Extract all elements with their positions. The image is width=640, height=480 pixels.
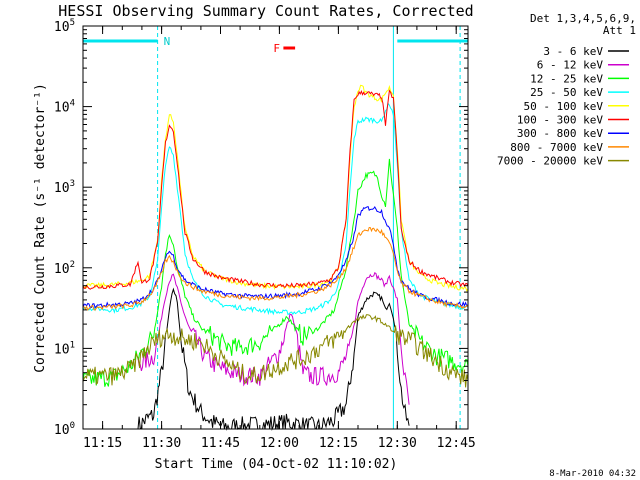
y-axis: 100 101 102 103 104 105 xyxy=(54,18,468,438)
timestamp: 8-Mar-2010 04:32 xyxy=(549,469,636,479)
x-tick-label-3: 12:00 xyxy=(260,436,299,451)
legend-label-2: 12 - 25 keV xyxy=(530,72,603,85)
x-axis: 11:15 11:30 11:45 12:00 12:15 12:30 12:45 xyxy=(82,26,476,451)
y-tick-label-1: 101 xyxy=(54,340,75,357)
series-line-4 xyxy=(82,84,469,292)
chart-title: HESSI Observing Summary Count Rates, Cor… xyxy=(58,2,473,20)
legend-header-line-2: Att 1 xyxy=(603,24,636,37)
legend-label-1: 6 - 12 keV xyxy=(537,59,604,72)
x-tick-label-0: 11:15 xyxy=(83,436,122,451)
series-line-7 xyxy=(82,226,469,312)
series-line-0 xyxy=(137,287,410,431)
y-tick-label-2: 102 xyxy=(54,260,75,277)
legend-label-8: 7000 - 20000 keV xyxy=(497,155,603,168)
legend-label-4: 50 - 100 keV xyxy=(524,100,604,113)
x-tick-label-1: 11:30 xyxy=(142,436,181,451)
plot-frame xyxy=(82,25,469,430)
y-tick-label-5: 105 xyxy=(54,18,75,35)
series-line-2 xyxy=(82,158,469,387)
y-tick-label-4: 104 xyxy=(54,99,75,116)
series-line-5 xyxy=(82,89,469,290)
annotation-layer: N F xyxy=(83,26,468,429)
legend-header-line-1: Det 1,3,4,5,6,9, xyxy=(530,12,636,25)
x-tick-label-6: 12:45 xyxy=(437,436,476,451)
x-tick-label-5: 12:30 xyxy=(378,436,417,451)
legend-label-7: 800 - 7000 keV xyxy=(510,141,603,154)
legend-label-0: 3 - 6 keV xyxy=(543,45,603,58)
legend-label-5: 100 - 300 keV xyxy=(517,114,603,127)
series-line-1 xyxy=(137,272,410,405)
night-label: N xyxy=(164,35,171,48)
series-layer xyxy=(82,84,469,431)
y-axis-label: Corrected Count Rate (s⁻¹ detector⁻¹) xyxy=(33,83,48,373)
x-tick-label-2: 11:45 xyxy=(201,436,240,451)
series-line-8 xyxy=(82,314,469,388)
legend-label-3: 25 - 50 keV xyxy=(530,86,603,99)
x-axis-label: Start Time (04-Oct-02 11:10:02) xyxy=(155,457,398,472)
y-tick-label-3: 103 xyxy=(54,179,75,196)
flare-label: F xyxy=(273,42,280,55)
x-tick-label-4: 12:15 xyxy=(319,436,358,451)
y-tick-label-0: 100 xyxy=(54,421,75,438)
legend-label-6: 300 - 800 keV xyxy=(517,127,603,140)
